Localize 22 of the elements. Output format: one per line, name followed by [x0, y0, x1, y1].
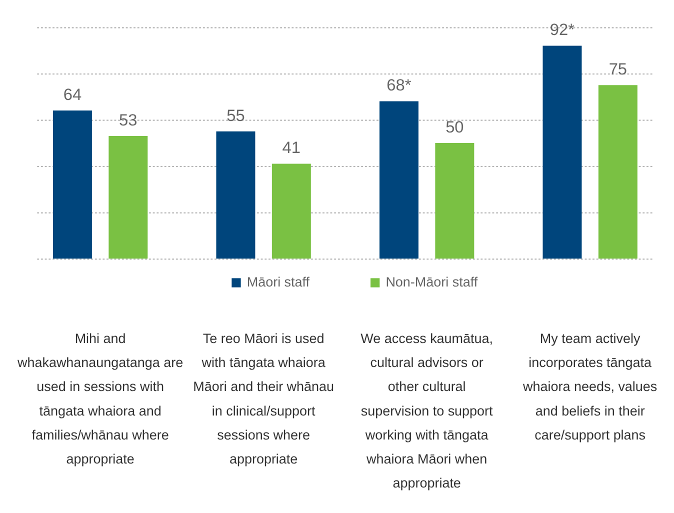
data-label: 50	[446, 118, 464, 136]
legend-label: Māori staff	[246, 274, 310, 290]
data-label: 64	[63, 86, 82, 104]
data-label: 75	[608, 60, 628, 78]
bar	[435, 142, 474, 259]
bar	[598, 85, 638, 259]
x-tick-label: Te reo Māori is used with tāngata whaiora Māori and their whānau in clinical/support sessions where appropriate	[193, 331, 334, 467]
data-label: 55	[226, 106, 245, 125]
data-label: 41	[282, 139, 301, 158]
x-tick-label: We access kaumātua, cultural advisors or other cultural supervision to support working with tāngata whaiora Māori when appropriate	[360, 331, 494, 491]
bar	[542, 46, 582, 259]
x-tick-label: Mihi and whakawhanaungatanga are used in sessions with tāngata whaiora and families/whānau where appropriate	[16, 331, 184, 467]
bar	[52, 110, 92, 259]
legend-label: Non-Māori staff	[386, 274, 478, 290]
bar	[216, 131, 256, 259]
bar	[108, 136, 148, 259]
bar	[272, 164, 311, 259]
data-label: 68*	[386, 76, 412, 95]
data-label: 92*	[550, 21, 576, 40]
bar	[379, 101, 418, 259]
x-tick-label: My team actively incorporates tāngata whaiora needs, values and beliefs in their care/support plans	[522, 331, 658, 442]
data-label: 53	[119, 111, 138, 130]
